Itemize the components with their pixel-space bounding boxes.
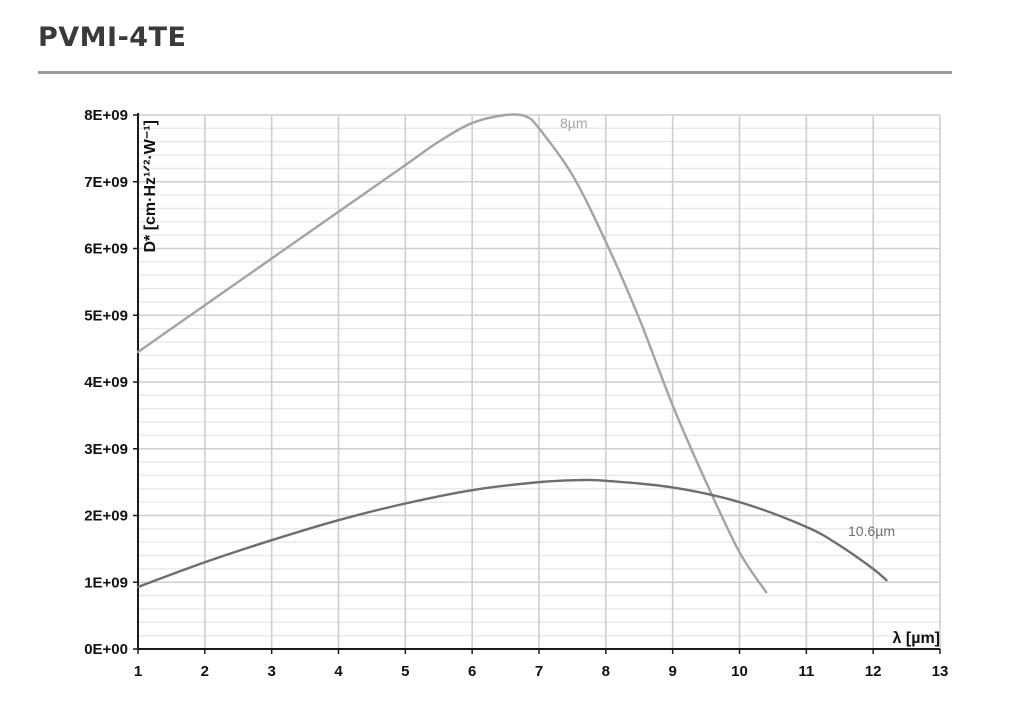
x-tick-label: 12 (865, 663, 882, 680)
title-divider (38, 71, 952, 74)
series-label-0: 8µm (560, 115, 588, 131)
y-tick-label: 8E+09 (84, 107, 128, 124)
x-tick-label: 6 (468, 663, 476, 680)
y-axis-title: D* [cm·Hz¹ᐟ²·W⁻¹] (142, 120, 159, 253)
series-line-0 (136, 113, 768, 594)
y-tick-label: 2E+09 (84, 508, 128, 525)
grid (138, 114, 941, 649)
x-axis-title: λ [µm] (893, 630, 940, 647)
x-tick-label: 9 (668, 663, 676, 680)
x-tick-label: 4 (334, 663, 343, 680)
x-tick-label: 2 (201, 663, 209, 680)
y-tick-label: 4E+09 (84, 374, 128, 391)
y-tick-label: 7E+09 (84, 174, 128, 191)
x-tick-label: 10 (731, 663, 748, 680)
page-title: PVMI-4TE (38, 22, 187, 53)
y-tick-label: 0E+00 (84, 641, 128, 658)
x-tick-label: 3 (267, 663, 275, 680)
x-tick-label: 5 (401, 663, 409, 680)
x-tick-label: 13 (932, 663, 949, 680)
x-tick-label: 11 (798, 663, 814, 680)
series-lines (136, 113, 888, 594)
y-tick-label: 6E+09 (84, 241, 128, 258)
x-tick-label: 7 (535, 663, 543, 680)
y-tick-label: 5E+09 (84, 307, 128, 324)
series-label-1: 10.6µm (848, 523, 895, 539)
series-line-1 (136, 478, 888, 589)
y-tick-label: 3E+09 (84, 441, 128, 458)
y-tick-label: 1E+09 (84, 574, 128, 591)
labels: 0E+00 1E+09 2E+09 3E+09 4E+09 5E+09 6E+09 7E+09… (84, 107, 948, 680)
x-tick-label: 1 (134, 663, 142, 680)
axes (133, 113, 941, 654)
x-tick-label: 8 (602, 663, 610, 680)
